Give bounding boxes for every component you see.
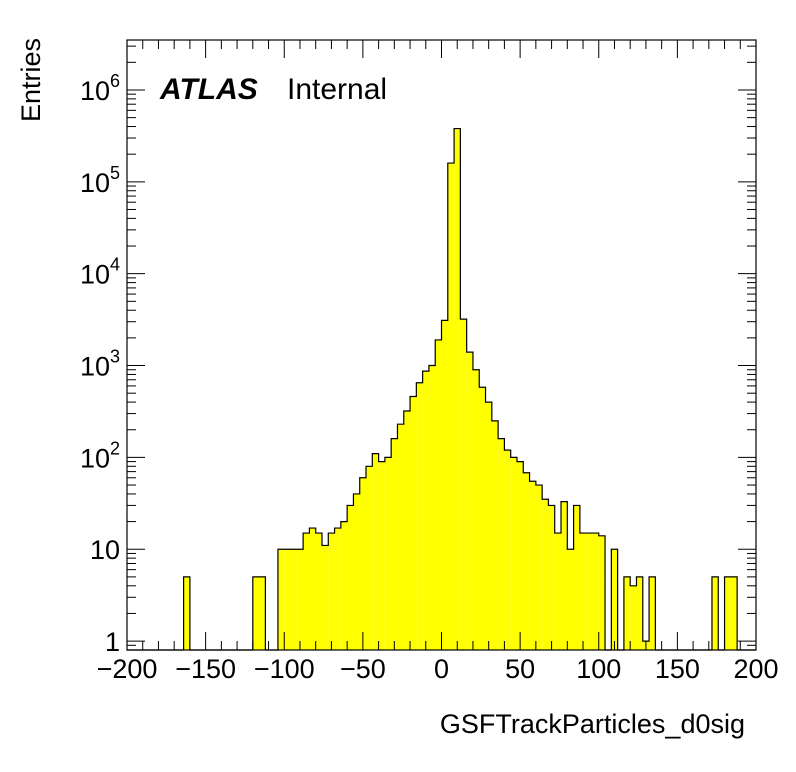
y-axis-title: Entries — [16, 38, 46, 122]
y-tick-label: 105 — [80, 163, 120, 198]
x-tick-label: 150 — [655, 654, 700, 684]
histogram-bar — [561, 501, 568, 650]
histogram-bar — [649, 576, 656, 650]
y-tick-label: 106 — [80, 71, 120, 106]
histogram-bar — [422, 371, 429, 650]
histogram-bar — [416, 382, 423, 650]
histogram-bar — [321, 545, 329, 650]
x-tick-label: 100 — [576, 654, 621, 684]
histogram-bar — [523, 472, 530, 650]
histogram-bar — [542, 499, 549, 650]
histogram-bar — [391, 438, 398, 650]
histogram-bar — [730, 576, 738, 650]
y-tick-label: 1 — [105, 627, 120, 657]
histogram-bar — [284, 549, 291, 650]
histogram-bar — [623, 576, 631, 650]
histogram-bar — [277, 549, 285, 650]
histogram-bar — [485, 402, 492, 650]
histogram-bar — [479, 387, 486, 650]
histogram-bar — [516, 461, 524, 650]
histogram-bar — [579, 533, 587, 650]
histogram-bar — [384, 457, 392, 650]
histogram-bar — [491, 420, 499, 650]
internal-label: Internal — [287, 73, 387, 106]
histogram-bar — [315, 533, 322, 650]
y-tick-label: 103 — [80, 347, 120, 382]
histogram-bar — [472, 369, 480, 650]
histogram-bar — [303, 533, 310, 650]
x-axis-tick-labels: −200 −150 −100 −50 0 50 100 150 200 — [97, 654, 779, 684]
x-tick-label: −100 — [254, 654, 315, 684]
histogram-bar — [397, 424, 404, 650]
histogram-bar — [504, 450, 511, 650]
histogram-bar — [498, 438, 505, 650]
histogram-bar — [366, 466, 373, 650]
histogram-bar — [460, 319, 467, 650]
y-axis-tick-labels: 1 10 102 103 104 105 106 — [80, 71, 120, 657]
y-tick-label: 104 — [80, 255, 120, 290]
histogram-bar — [378, 461, 385, 650]
histogram-bar — [372, 453, 379, 650]
histogram-bar — [290, 549, 297, 650]
histogram-bar — [353, 493, 360, 650]
x-tick-label: −50 — [340, 654, 386, 684]
histogram-bar — [554, 533, 562, 650]
x-tick-label: 0 — [434, 654, 449, 684]
histogram-bar — [592, 533, 599, 650]
histogram-bar — [567, 549, 574, 650]
histogram-bar — [447, 163, 455, 650]
histogram-bar — [359, 477, 367, 650]
histogram-bar — [724, 576, 731, 650]
histogram-bar — [586, 533, 593, 650]
histogram-bar — [598, 535, 606, 650]
x-tick-label: −200 — [97, 654, 158, 684]
histogram-bar — [636, 576, 643, 650]
histogram-bar — [347, 505, 354, 650]
histogram-bar — [711, 576, 719, 650]
histogram-bar — [529, 481, 536, 650]
histogram-bar — [183, 576, 190, 650]
histogram-bar — [573, 505, 580, 650]
histogram-bar — [454, 128, 461, 651]
histogram-bar — [340, 521, 348, 650]
histogram-bar — [309, 528, 316, 650]
histogram-bar — [328, 533, 335, 650]
histogram-bar — [630, 585, 637, 650]
x-axis-title: GSFTrackParticles_d0sig — [440, 709, 745, 739]
histogram-bar — [410, 396, 417, 650]
y-axis-ticks — [127, 45, 756, 651]
histogram-bar — [510, 457, 517, 650]
histogram-bar — [441, 320, 448, 650]
y-tick-label: 102 — [80, 438, 120, 473]
histogram-bar — [252, 576, 260, 650]
histogram-bar — [296, 549, 304, 650]
histogram-bar — [535, 485, 543, 650]
x-tick-label: 50 — [505, 654, 535, 684]
histogram-bar — [466, 352, 473, 650]
y-tick-label: 10 — [90, 535, 120, 565]
x-tick-label: −150 — [175, 654, 236, 684]
histogram-bar — [334, 528, 341, 650]
histogram-bar — [548, 505, 555, 650]
histogram-bar — [435, 339, 442, 650]
histogram-bar — [403, 410, 411, 650]
histogram-bar — [611, 549, 618, 650]
atlas-label: ATLAS — [159, 73, 258, 106]
histogram-bar — [428, 365, 436, 650]
x-axis-ticks — [126, 40, 757, 650]
x-tick-label: 200 — [733, 654, 778, 684]
histogram-bar — [259, 576, 266, 650]
